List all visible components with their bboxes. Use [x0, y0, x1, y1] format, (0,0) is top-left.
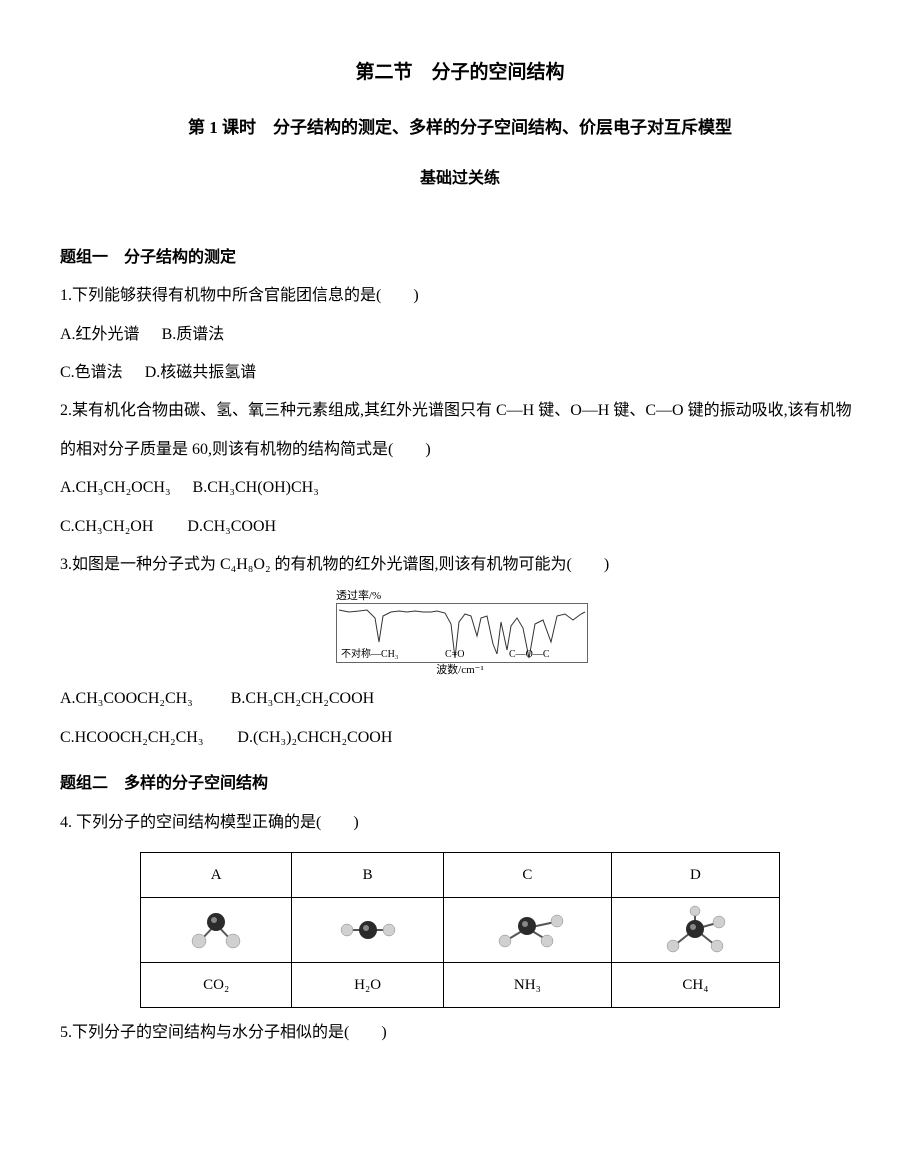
q1-option-b: B.质谱法 — [162, 326, 225, 343]
ir-label-ch3: 不对称—CH₃ — [341, 650, 398, 660]
question-2-options-line2: C.CH₃CH₂OH D.CH₃COOH — [60, 508, 860, 546]
q3-option-a: A.CH₃COOCH₂CH₃ — [60, 690, 193, 707]
question-4: 4. 下列分子的空间结构模型正确的是( ) — [60, 804, 860, 842]
formula-co2: CO₂ — [141, 963, 292, 1008]
model-ch4 — [611, 898, 779, 963]
ir-spectrum-figure: 透过率/% 不对称—CH₃ C=O C—O—C 波数/cm⁻¹ — [330, 590, 590, 676]
formula-h2o: H₂O — [292, 963, 443, 1008]
q1-option-c: C.色谱法 — [60, 364, 123, 381]
question-5: 5.下列分子的空间结构与水分子相似的是( ) — [60, 1014, 860, 1052]
question-3-options-line1: A.CH₃COOCH₂CH₃ B.CH₃CH₂CH₂COOH — [60, 680, 860, 718]
question-2-options-line1: A.CH₃CH₂OCH₃ B.CH₃CH(OH)CH₃ — [60, 469, 860, 507]
q3-option-d: D.(CH₃)₂CHCH₂COOH — [237, 729, 392, 746]
ir-xlabel: 波数/cm⁻¹ — [330, 664, 590, 676]
q2-option-a: A.CH₃CH₂OCH₃ — [60, 479, 171, 496]
model-h2o — [292, 898, 443, 963]
question-2: 2.某有机化合物由碳、氢、氧三种元素组成,其红外光谱图只有 C—H 键、O—H … — [60, 392, 860, 469]
q2-option-d: D.CH₃COOH — [187, 518, 276, 535]
model-nh3 — [443, 898, 611, 963]
q3-option-c: C.HCOOCH₂CH₂CH₃ — [60, 729, 203, 746]
formula-nh3: NH₃ — [443, 963, 611, 1008]
ir-spectrum-box: 不对称—CH₃ C=O C—O—C — [336, 603, 588, 663]
q3-option-b: B.CH₃CH₂CH₂COOH — [231, 690, 374, 707]
q1-option-a: A.红外光谱 — [60, 326, 140, 343]
header-c: C — [443, 853, 611, 898]
practice-title: 基础过关练 — [60, 160, 860, 198]
model-co2 — [141, 898, 292, 963]
header-d: D — [611, 853, 779, 898]
ir-ylabel: 透过率/% — [336, 590, 590, 602]
header-a: A — [141, 853, 292, 898]
table-header-row: A B C D — [141, 853, 780, 898]
group2-title: 题组二 多样的分子空间结构 — [60, 765, 860, 803]
q2-option-b: B.CH₃CH(OH)CH₃ — [193, 479, 319, 496]
table-model-row — [141, 898, 780, 963]
lesson-title: 第 1 课时 分子结构的测定、多样的分子空间结构、价层电子对互斥模型 — [60, 108, 860, 149]
question-1-options-line2: C.色谱法 D.核磁共振氢谱 — [60, 354, 860, 392]
q1-option-d: D.核磁共振氢谱 — [145, 364, 257, 381]
question-3-options-line2: C.HCOOCH₂CH₂CH₃ D.(CH₃)₂CHCH₂COOH — [60, 719, 860, 757]
table-formula-row: CO₂ H₂O NH₃ CH₄ — [141, 963, 780, 1008]
ir-label-coc: C—O—C — [509, 650, 550, 660]
section-title: 第二节 分子的空间结构 — [60, 50, 860, 96]
ir-label-co: C=O — [445, 650, 465, 660]
q2-option-c: C.CH₃CH₂OH — [60, 518, 153, 535]
group1-title: 题组一 分子结构的测定 — [60, 239, 860, 277]
header-b: B — [292, 853, 443, 898]
formula-ch4: CH₄ — [611, 963, 779, 1008]
question-3: 3.如图是一种分子式为 C₄H₈O₂ 的有机物的红外光谱图,则该有机物可能为( … — [60, 546, 860, 584]
question-1: 1.下列能够获得有机物中所含官能团信息的是( ) — [60, 277, 860, 315]
molecule-model-table: A B C D — [140, 852, 780, 1008]
question-1-options-line1: A.红外光谱 B.质谱法 — [60, 316, 860, 354]
